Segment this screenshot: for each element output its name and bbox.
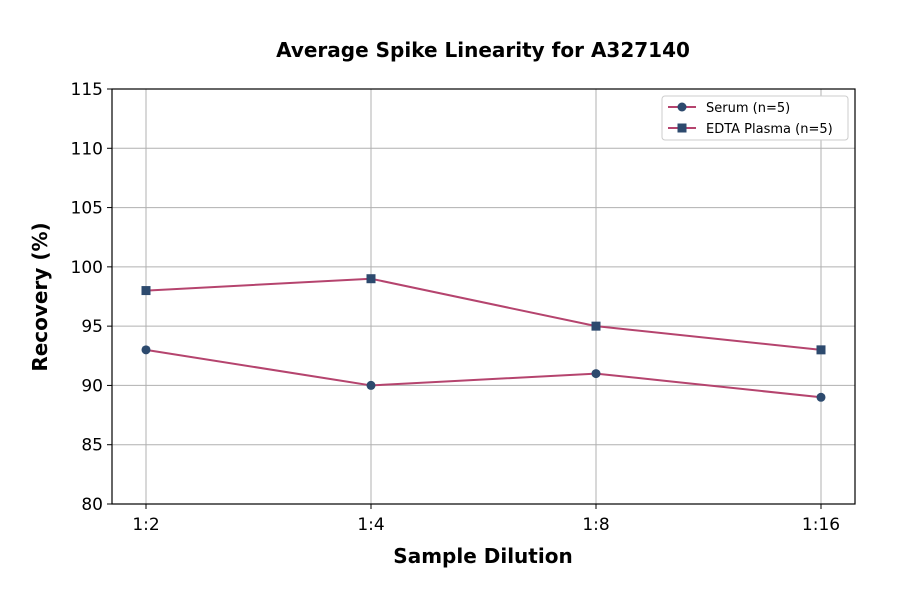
y-tick-label: 80 [81, 495, 103, 515]
x-axis-label: Sample Dilution [393, 544, 572, 568]
y-tick-label: 115 [71, 80, 103, 100]
plot-frame [111, 88, 856, 505]
y-tick-label: 110 [71, 139, 103, 159]
x-tick-label: 1:2 [132, 515, 159, 535]
legend-label: EDTA Plasma (n=5) [706, 122, 833, 137]
data-point-0 [141, 345, 151, 355]
chart-title: Average Spike Linearity for A327140 [276, 38, 690, 62]
legend: Serum (n=5) EDTA Plasma (n=5) [661, 95, 849, 141]
x-tick-label: 1:16 [802, 515, 840, 535]
data-point-1 [366, 274, 376, 284]
legend-marker [677, 102, 687, 112]
series-line-1 [145, 277, 822, 351]
y-tick-label: 85 [81, 436, 103, 456]
data-point-0 [816, 392, 826, 402]
data-point-0 [366, 380, 376, 390]
y-tick-label: 105 [71, 199, 103, 219]
series-line-0 [145, 348, 822, 399]
y-tick-label: 90 [81, 376, 103, 396]
data-point-1 [816, 345, 826, 355]
y-axis-label: Recovery (%) [28, 222, 52, 371]
data-point-1 [591, 321, 601, 331]
legend-label: Serum (n=5) [706, 101, 790, 116]
x-tick-label: 1:8 [582, 515, 609, 535]
x-tick-label: 1:4 [357, 515, 384, 535]
y-tick-label: 95 [81, 317, 103, 337]
y-tick-label: 100 [71, 258, 103, 278]
data-point-1 [141, 286, 151, 296]
legend-marker [677, 123, 687, 133]
data-point-0 [591, 369, 601, 379]
